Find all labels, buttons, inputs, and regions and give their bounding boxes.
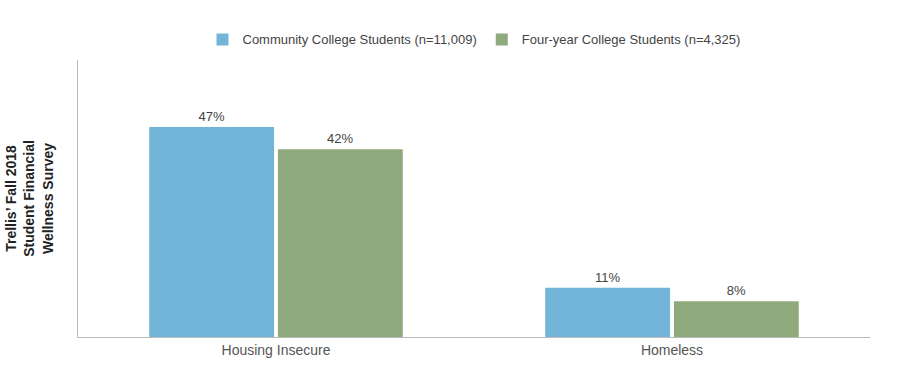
svg-text:Community College Students (n=: Community College Students (n=11,009) [243, 32, 477, 47]
svg-text:11%: 11% [595, 270, 620, 285]
svg-text:47%: 47% [198, 109, 224, 124]
svg-text:8%: 8% [727, 283, 746, 298]
svg-text:Trellis’ Fall 2018Student Fina: Trellis’ Fall 2018Student FinancialWelln… [3, 140, 55, 257]
svg-text:Homeless: Homeless [641, 342, 703, 358]
svg-text:Housing Insecure: Housing Insecure [222, 342, 331, 358]
svg-text:Four-year College Students (n=: Four-year College Students (n=4,325) [522, 32, 741, 47]
svg-text:42%: 42% [327, 131, 353, 146]
